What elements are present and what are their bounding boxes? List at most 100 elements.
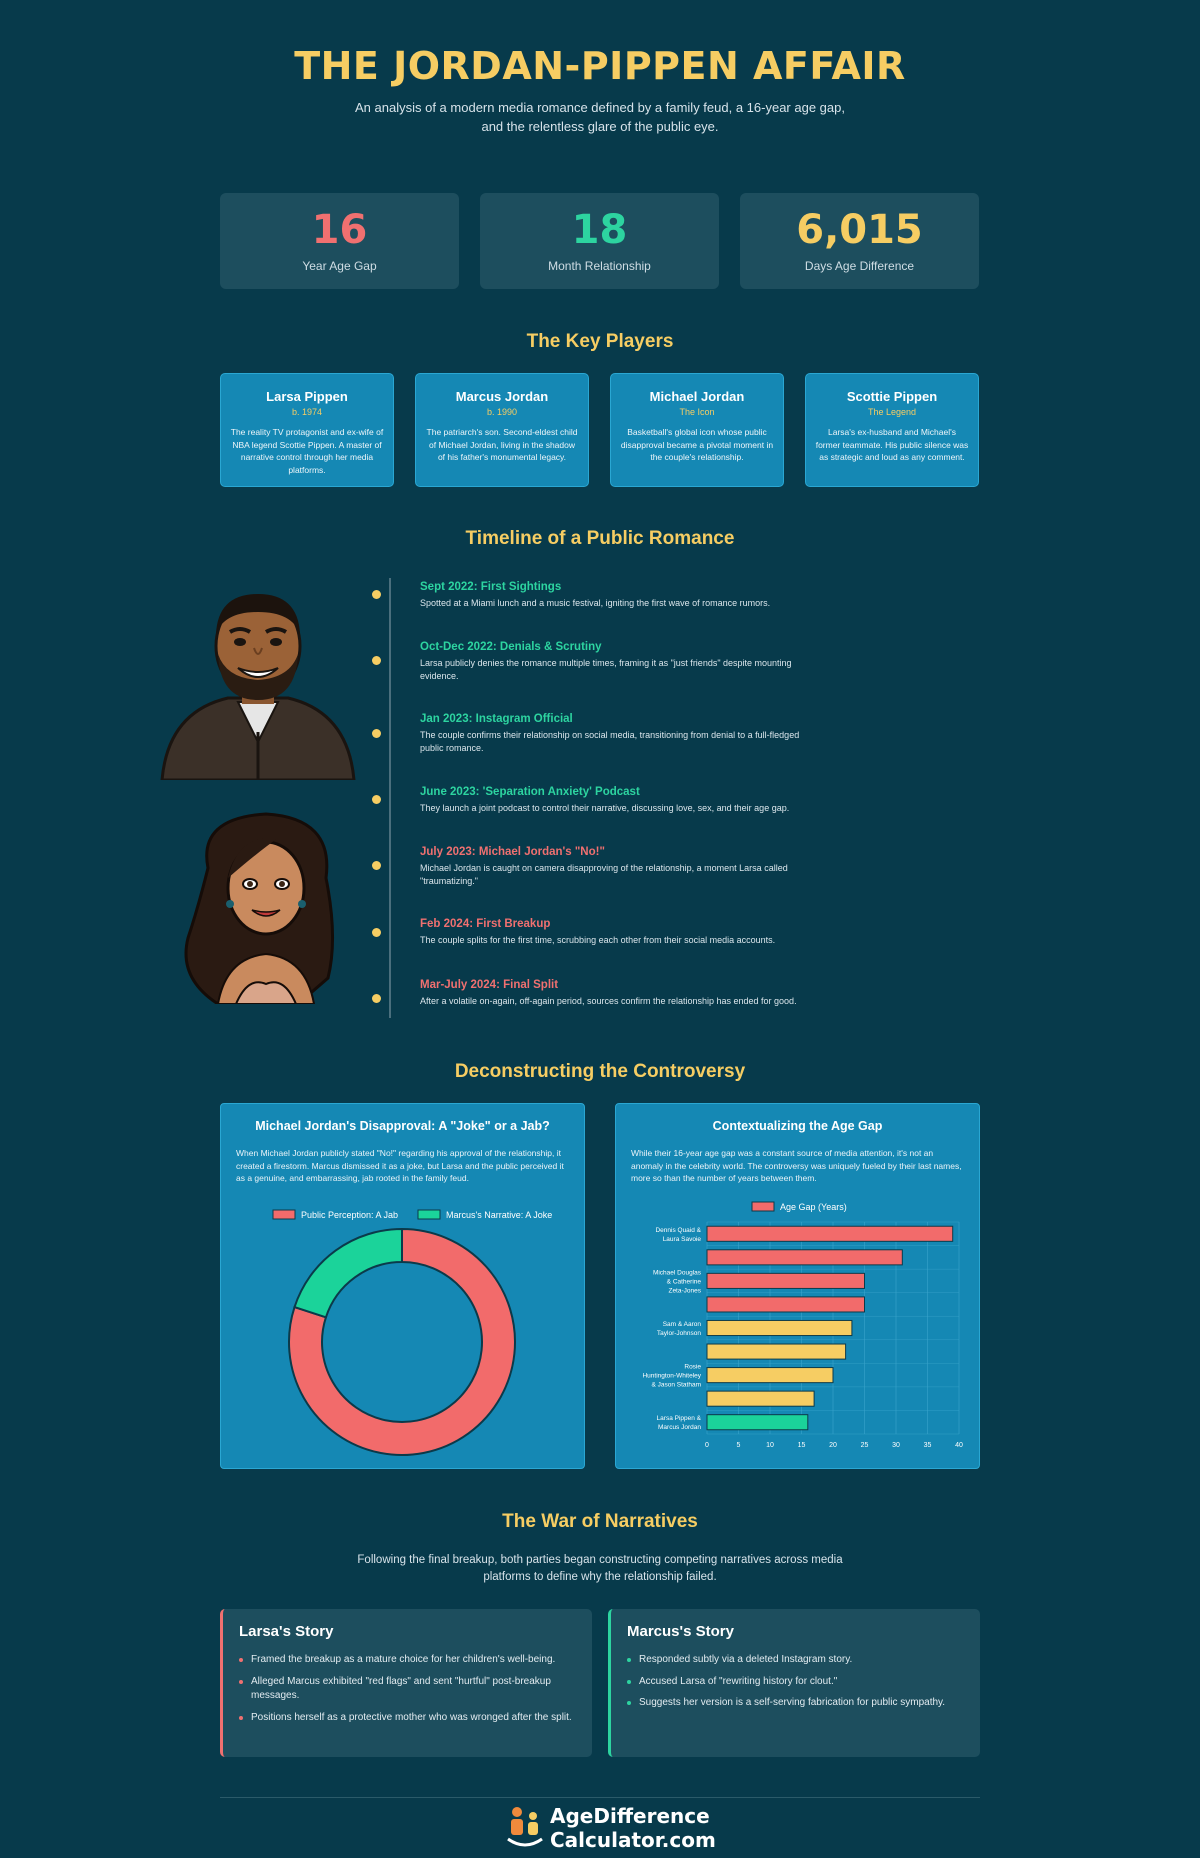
legend-label: Age Gap (Years) (780, 1202, 847, 1212)
larsa-illustration (184, 812, 335, 1004)
timeline-event-text: Larsa publicly denies the romance multip… (420, 658, 792, 681)
x-tick-label: 25 (861, 1442, 869, 1449)
timeline-event-title: July 2023: Michael Jordan's "No!" (420, 846, 605, 858)
player-subtitle: The Legend (867, 407, 917, 417)
player-subtitle: b. 1990 (486, 407, 518, 417)
marcus-illustration (160, 594, 356, 780)
bar (706, 1272, 865, 1289)
legend-swatch (417, 1209, 441, 1220)
bullet (239, 1679, 243, 1684)
story-points: Responded subtly via a deleted Instagram… (627, 1653, 964, 1711)
story-point-text: Alleged Marcus exhibited "red flags" and… (251, 1675, 551, 1702)
story-point-text: Responded subtly via a deleted Instagram… (639, 1654, 853, 1665)
section-heading-controversy: Deconstructing the Controversy (454, 1061, 746, 1082)
card-description: When Michael Jordan publicly stated "No!… (236, 1148, 564, 1183)
story-title: Larsa's Story (239, 1623, 334, 1640)
doughnut-slice (288, 1227, 516, 1456)
player-name: Marcus Jordan (455, 389, 549, 404)
timeline-event-text: The couple confirms their relationship o… (420, 730, 800, 753)
section-heading-timeline: Timeline of a Public Romance (465, 528, 735, 549)
footer-logo-line2: Calculator.com (550, 1828, 716, 1852)
stat-value: 18 (571, 207, 628, 253)
timeline-event-title: Oct-Dec 2022: Denials & Scrutiny (420, 641, 602, 653)
bar (706, 1414, 809, 1431)
timeline-event-title: Jan 2023: Instagram Official (420, 713, 573, 725)
bar (706, 1296, 865, 1313)
doughnut-chart: Public Perception: A Jab Marcus's Narrati… (272, 1209, 552, 1456)
story-point-text: Framed the breakup as a mature choice fo… (251, 1654, 556, 1665)
story-title: Marcus's Story (627, 1623, 734, 1640)
timeline-event-text: After a volatile on-again, off-again per… (420, 996, 797, 1006)
age-gap-card: Contextualizing the Age Gap While their … (615, 1103, 980, 1469)
player-card-larsa: Larsa Pippen b. 1974 The reality TV prot… (220, 373, 394, 487)
story-point-text: Suggests her version is a self-serving f… (639, 1697, 946, 1708)
legend-label: Marcus's Narrative: A Joke (446, 1210, 552, 1220)
player-name: Scottie Pippen (846, 389, 938, 404)
timeline-event-title: Sept 2022: First Sightings (420, 581, 562, 593)
bar (706, 1225, 954, 1242)
bullet (627, 1701, 631, 1705)
timeline-line (389, 578, 391, 1018)
timeline-event-text: The couple splits for the first time, sc… (420, 935, 776, 945)
stat-label: Year Age Gap (302, 259, 377, 273)
people-logo-icon (507, 1807, 543, 1847)
narratives-intro: Following the final breakup, both partie… (357, 1554, 843, 1583)
x-tick-label: 5 (737, 1442, 741, 1449)
age-gap-bar-chart: Age Gap (Years) 0 5 10 15 20 25 30 35 40 Dennis Qu… (642, 1201, 963, 1449)
player-card-scottie: Scottie Pippen The Legend Larsa's ex-hus… (805, 373, 979, 487)
y-tick-label: Michael Douglas & Catherine Zeta-Jones (653, 1269, 702, 1294)
stat-card-age-gap: 16 Year Age Gap (220, 193, 459, 289)
larsa-story-card: Larsa's Story Framed the breakup as a ma… (220, 1609, 592, 1757)
marcus-story-card: Marcus's Story Responded subtly via a de… (608, 1609, 980, 1757)
player-subtitle: The Icon (679, 407, 715, 417)
timeline-event-title: Feb 2024: First Breakup (420, 918, 551, 930)
story-point: Accused Larsa of "rewriting history for … (627, 1675, 964, 1690)
bar (706, 1390, 815, 1407)
y-tick-label: Dennis Quaid & Laura Savoie (655, 1227, 701, 1243)
player-card-michael: Michael Jordan The Icon Basketball's glo… (610, 373, 784, 487)
bar (706, 1319, 853, 1337)
legend-label: Public Perception: A Jab (301, 1210, 398, 1220)
timeline-dot (372, 928, 381, 937)
timeline-event-title: Mar-July 2024: Final Split (420, 979, 559, 991)
player-description: Basketball's global icon whose public di… (620, 427, 774, 462)
story-point: Suggests her version is a self-serving f… (627, 1696, 964, 1711)
stat-value: 6,015 (796, 207, 923, 253)
stat-label: Days Age Difference (804, 259, 915, 273)
timeline-event-text: Spotted at a Miami lunch and a music fes… (420, 598, 771, 608)
timeline-dot (372, 861, 381, 870)
x-tick-label: 0 (705, 1442, 709, 1449)
x-tick-label: 30 (892, 1442, 900, 1449)
y-tick-label: Sam & Aaron Taylor-Johnson (657, 1321, 701, 1337)
timeline-event-text: Michael Jordan is caught on camera disap… (420, 863, 788, 886)
card-description: While their 16-year age gap was a consta… (631, 1148, 962, 1183)
player-description: The reality TV protagonist and ex-wife o… (230, 427, 384, 475)
x-tick-label: 10 (766, 1442, 774, 1449)
player-subtitle: b. 1974 (291, 407, 323, 417)
card-title: Michael Jordan's Disapproval: A "Joke" o… (255, 1119, 550, 1133)
story-point: Responded subtly via a deleted Instagram… (627, 1653, 964, 1668)
stat-label: Month Relationship (548, 259, 651, 273)
player-name: Michael Jordan (649, 389, 745, 404)
player-description: Larsa's ex-husband and Michael's former … (815, 427, 969, 462)
page-title: THE JORDAN-PIPPEN AFFAIR (294, 44, 906, 88)
story-point-text: Positions herself as a protective mother… (251, 1711, 572, 1723)
stat-card-days: 6,015 Days Age Difference (740, 193, 979, 289)
page-subtitle: An analysis of a modern media romance de… (355, 100, 845, 134)
x-tick-label: 15 (798, 1442, 806, 1449)
stat-value: 16 (311, 207, 368, 253)
timeline-event-title: June 2023: 'Separation Anxiety' Podcast (420, 786, 640, 798)
card-title: Contextualizing the Age Gap (712, 1119, 883, 1133)
bar (706, 1343, 847, 1360)
bar (706, 1249, 903, 1266)
player-name: Larsa Pippen (266, 389, 348, 404)
player-description: The patriarch's son. Second-eldest child… (426, 427, 578, 462)
y-tick-label: Larsa Pippen & Marcus Jordan (657, 1415, 702, 1431)
timeline-dot (372, 729, 381, 738)
x-tick-label: 20 (829, 1442, 837, 1449)
timeline-event-text: They launch a joint podcast to control t… (420, 803, 790, 813)
story-points: Framed the breakup as a mature choice fo… (239, 1653, 576, 1725)
player-card-marcus: Marcus Jordan b. 1990 The patriarch's so… (415, 373, 589, 487)
bullet (627, 1679, 631, 1684)
story-point: Framed the breakup as a mature choice fo… (239, 1653, 576, 1668)
